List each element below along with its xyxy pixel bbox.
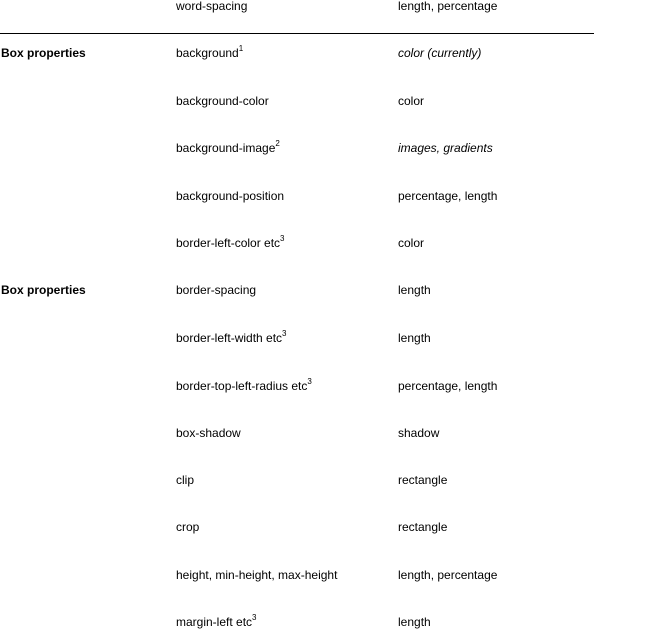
property-name: border-left-color etc3 (176, 234, 285, 251)
table-row: border-left-color etc3 color (0, 233, 600, 253)
table-row: border-top-left-radius etc3 percentage, … (0, 376, 600, 396)
section-divider (0, 33, 594, 34)
table-row: Box properties border-spacing length (0, 280, 600, 300)
footnote-marker: 1 (238, 44, 244, 53)
property-name: clip (176, 473, 195, 487)
property-value-type: images, gradients (398, 141, 493, 155)
table-row: box-shadow shadow (0, 423, 600, 443)
table-row: height, min-height, max-height length, p… (0, 565, 600, 585)
property-name: background1 (176, 44, 244, 61)
property-value-type: length (398, 331, 431, 345)
property-value-type: length (398, 615, 431, 629)
property-name: crop (176, 520, 200, 534)
property-name: background-color (176, 94, 269, 108)
property-name: word-spacing (176, 0, 248, 13)
property-value-type: percentage, length (398, 189, 498, 203)
footnote-marker: 2 (275, 139, 280, 148)
table-row: margin-left etc3 length (0, 612, 600, 632)
footnote-marker: 3 (282, 329, 287, 338)
table-row: clip rectangle (0, 470, 600, 490)
footnote-marker: 3 (280, 234, 285, 243)
table-row: background-image2 images, gradients (0, 138, 600, 158)
property-value-type: rectangle (398, 473, 448, 487)
property-name: background-image2 (176, 139, 280, 156)
property-name: border-spacing (176, 283, 257, 297)
property-name: box-shadow (176, 426, 241, 440)
property-value-type: length (398, 283, 431, 297)
property-value-type: length, percentage (398, 0, 498, 13)
property-value-type: rectangle (398, 520, 448, 534)
property-value-type: percentage, length (398, 379, 498, 393)
table-row: border-left-width etc3 length (0, 328, 600, 348)
footnote-marker: 3 (307, 377, 312, 386)
group-label: Box properties (1, 46, 86, 60)
property-value-type: color (398, 236, 425, 250)
property-value-type: color (currently) (398, 46, 482, 60)
property-name: height, min-height, max-height (176, 568, 338, 582)
table-row: crop rectangle (0, 517, 600, 537)
footnote-marker: 3 (252, 613, 257, 622)
table-row: background-color color (0, 91, 600, 111)
table-row: background-position percentage, length (0, 186, 600, 206)
property-value-type: length, percentage (398, 568, 498, 582)
property-name: border-top-left-radius etc3 (176, 377, 312, 394)
property-value-type: shadow (398, 426, 440, 440)
property-value-type: color (398, 94, 425, 108)
table-row: Box properties background1 color (curren… (0, 43, 600, 63)
table-row-word-spacing: word-spacing length, percentage (0, 0, 600, 16)
property-name: background-position (176, 189, 285, 203)
group-label: Box properties (1, 283, 86, 297)
property-name: margin-left etc3 (176, 613, 257, 630)
property-name: border-left-width etc3 (176, 329, 287, 346)
